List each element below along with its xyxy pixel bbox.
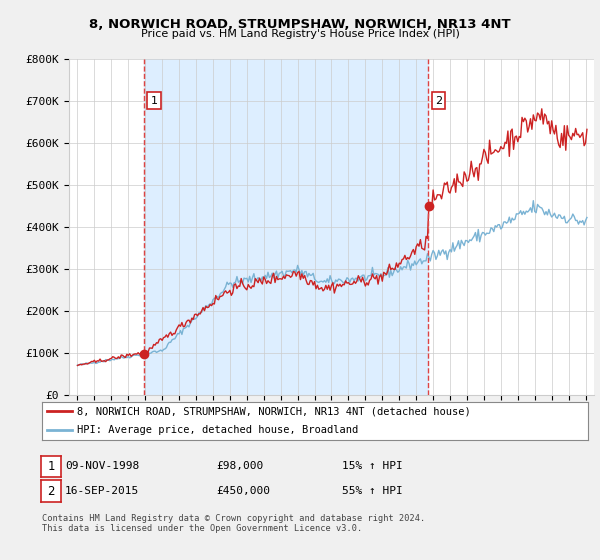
Text: 8, NORWICH ROAD, STRUMPSHAW, NORWICH, NR13 4NT (detached house): 8, NORWICH ROAD, STRUMPSHAW, NORWICH, NR… [77,406,471,416]
Bar [144,59,428,395]
Text: 16-SEP-2015: 16-SEP-2015 [65,486,139,496]
Text: 55% ↑ HPI: 55% ↑ HPI [342,486,403,496]
Text: 8, NORWICH ROAD, STRUMPSHAW, NORWICH, NR13 4NT: 8, NORWICH ROAD, STRUMPSHAW, NORWICH, NR… [89,18,511,31]
Text: 09-NOV-1998: 09-NOV-1998 [65,461,139,472]
Text: £98,000: £98,000 [216,461,263,472]
Text: 15% ↑ HPI: 15% ↑ HPI [342,461,403,472]
Text: 1: 1 [151,96,158,106]
Text: £450,000: £450,000 [216,486,270,496]
Text: 1: 1 [47,460,55,473]
Text: 2: 2 [47,484,55,498]
Text: 2: 2 [435,96,442,106]
Text: HPI: Average price, detached house, Broadland: HPI: Average price, detached house, Broa… [77,425,359,435]
Text: Price paid vs. HM Land Registry's House Price Index (HPI): Price paid vs. HM Land Registry's House … [140,29,460,39]
Text: Contains HM Land Registry data © Crown copyright and database right 2024.
This d: Contains HM Land Registry data © Crown c… [42,514,425,534]
